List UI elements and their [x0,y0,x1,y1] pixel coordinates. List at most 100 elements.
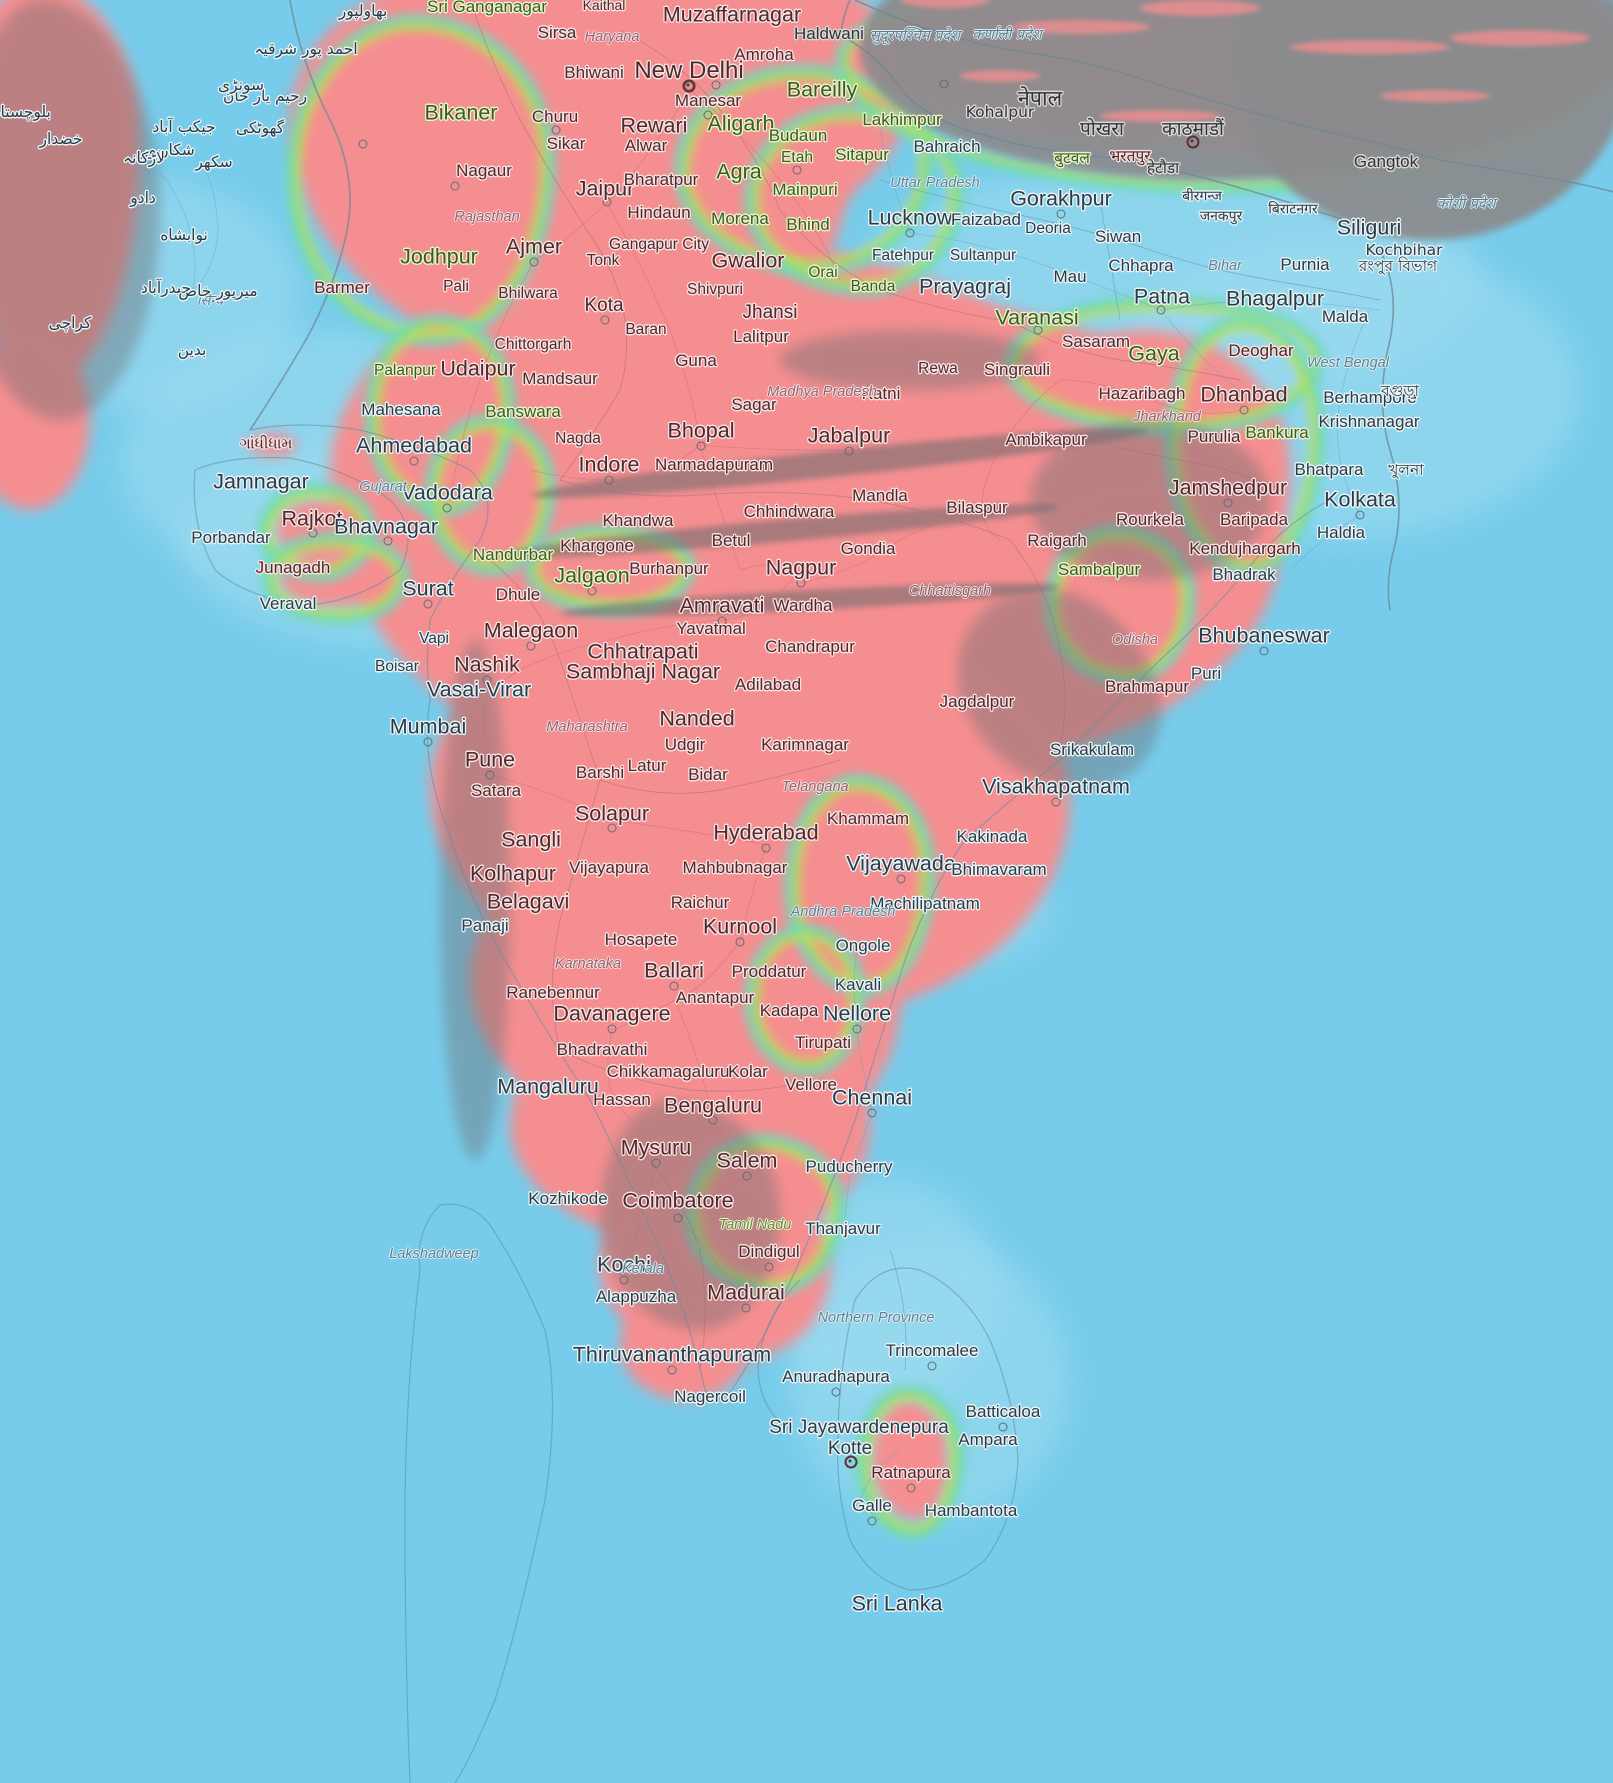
city-label[interactable]: Nellore [822,1001,892,1026]
city-label[interactable]: Nashik [454,652,520,677]
city-label[interactable]: Siliguri [1336,215,1402,240]
city-label[interactable]: Shivpuri [687,281,743,298]
city-label[interactable]: Jamnagar [213,469,309,494]
city-label[interactable]: Prayagraj [918,274,1012,299]
city-label[interactable]: Wardha [773,596,833,615]
city-label[interactable]: Orai [808,264,838,281]
city-label[interactable]: Ranebennur [506,983,600,1002]
city-label[interactable]: Gangtok [1353,152,1419,171]
city-label[interactable]: Jaipur [575,176,635,201]
city-label[interactable]: Barshi [575,763,625,782]
city-label[interactable]: Khandwa [602,511,674,530]
city-label[interactable]: Vasai-Virar [426,677,532,702]
city-label-bengali[interactable]: খুলনা [1388,461,1424,479]
city-label-urdu[interactable]: شکارپور [141,141,195,159]
city-label[interactable]: Malegaon [483,618,579,643]
city-label[interactable]: Palanpur [373,362,437,379]
city-label[interactable]: Ongole [835,936,891,955]
city-label[interactable]: Mahbubnagar [682,858,788,877]
city-label[interactable]: Kotte [827,1438,873,1459]
city-marker-dot[interactable] [673,1213,683,1223]
city-label[interactable]: Jalgaon [554,563,630,588]
city-label[interactable]: Visakhapatnam [982,774,1130,799]
city-label[interactable]: Bhatpara [1294,460,1364,479]
city-label[interactable]: Muzaffarnagar [662,2,802,27]
city-label[interactable]: Porbandar [191,528,271,547]
city-label[interactable]: Bhubaneswar [1198,623,1330,648]
city-label[interactable]: Agra [716,159,762,184]
city-label[interactable]: Bhiwani [564,63,624,82]
city-label[interactable]: Chhatrapati [587,639,699,664]
city-label[interactable]: Kakinada [956,827,1028,846]
city-label[interactable]: Mumbai [389,714,467,739]
city-label-urdu[interactable]: نوابشاه [160,226,208,244]
city-label[interactable]: Rajkot [281,506,343,531]
city-label-urdu[interactable]: جیکب آباد [152,118,216,136]
city-label-urdu[interactable]: حیدرآباد [140,279,192,297]
city-label[interactable]: Hosapete [604,930,678,949]
city-label[interactable]: Machilipatnam [870,894,980,913]
city-label[interactable]: Bhagalpur [1225,286,1325,311]
city-label[interactable]: Bhind [786,215,830,234]
city-label[interactable]: Amravati [679,593,765,618]
city-label[interactable]: Raigarh [1027,531,1087,550]
city-label[interactable]: Narmadapuram [654,455,774,474]
city-label[interactable]: Gaya [1128,341,1180,366]
city-label[interactable]: Hassan [593,1090,651,1109]
city-label[interactable]: Trincomalee [885,1341,979,1360]
city-label[interactable]: Siwan [1094,227,1142,246]
city-label[interactable]: Nanded [659,706,735,731]
city-marker-dot[interactable] [927,1361,937,1371]
city-label[interactable]: Khammam [826,809,910,828]
city-label-urdu[interactable]: بهاولپور [338,2,388,20]
city-label[interactable]: Sri Jayawardenepura [769,1417,949,1438]
city-marker-dot[interactable] [939,79,949,89]
city-label[interactable]: Jabalpur [807,423,891,448]
city-label[interactable]: Bidar [688,765,728,784]
city-label[interactable]: Gondia [840,539,896,558]
city-label[interactable]: Krishnanagar [1318,412,1420,431]
city-label[interactable]: Bhopal [667,418,735,443]
city-label-urdu[interactable]: کراچی [48,314,92,332]
city-label[interactable]: Mainpuri [772,180,838,199]
city-label-urdu[interactable]: خضدار [39,130,83,148]
city-label[interactable]: Bikaner [424,100,498,125]
city-label-urdu[interactable]: گهوٹکی [235,119,285,137]
city-label[interactable]: Chennai [831,1085,913,1110]
city-label[interactable]: Purulia [1187,427,1241,446]
city-label[interactable]: Alappuzha [595,1287,677,1306]
city-label[interactable]: Coimbatore [622,1188,734,1213]
city-label[interactable]: Bhadravathi [556,1040,648,1059]
city-label[interactable]: Vadodara [401,480,493,505]
city-label[interactable]: Brahmapur [1104,677,1190,696]
city-label[interactable]: Mau [1053,267,1087,286]
city-label[interactable]: भरतपुर [1109,147,1151,165]
city-label[interactable]: Srikakulam [1049,740,1135,759]
city-label[interactable]: Gangapur City [609,236,709,253]
city-label[interactable]: Kolkata [1324,487,1396,512]
city-label[interactable]: Churu [531,107,579,126]
city-label[interactable]: Sambhaji Nagar [565,659,721,684]
city-label[interactable]: Baran [625,321,667,338]
city-label[interactable]: Anuradhapura [782,1367,890,1386]
city-label-urdu[interactable]: رحیم یار خان [222,87,308,105]
city-label[interactable]: Rourkela [1115,510,1185,529]
city-label-gujarati[interactable]: ગાંધીધામ [239,434,293,453]
city-label[interactable]: Kaithal [582,0,626,13]
city-label[interactable]: Hindaun [627,203,691,222]
city-label-urdu[interactable]: بلوچستان [0,103,51,121]
city-label[interactable]: Chhapra [1108,256,1174,275]
city-label[interactable]: Rewa [918,360,958,377]
city-label[interactable]: Mysuru [620,1135,692,1160]
city-label[interactable]: Ampara [958,1430,1018,1449]
city-label[interactable]: Tonk [586,252,620,269]
city-label[interactable]: Mangaluru [497,1074,599,1099]
city-label[interactable]: Pali [443,278,469,295]
city-label[interactable]: Lalitpur [733,327,789,346]
city-label[interactable]: Malda [1321,307,1369,326]
city-label[interactable]: Belagavi [486,889,570,914]
city-label[interactable]: Kadapa [759,1001,819,1020]
city-marker-dot[interactable] [450,181,460,191]
city-label[interactable]: Ambikapur [1005,430,1087,449]
city-label[interactable]: Thanjavur [805,1219,881,1238]
